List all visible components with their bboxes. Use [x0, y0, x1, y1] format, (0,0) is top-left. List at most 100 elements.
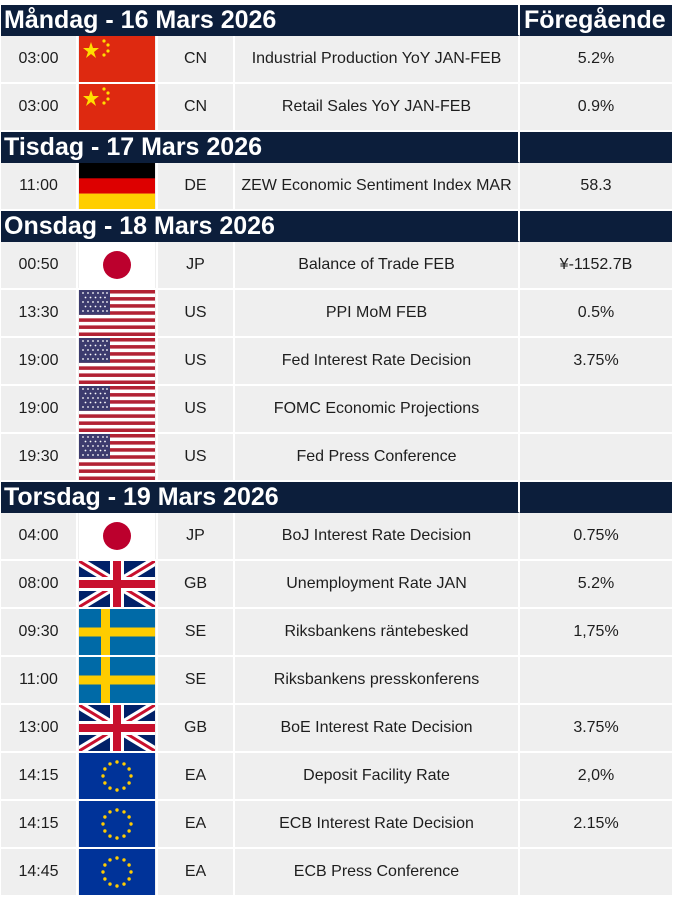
flag — [79, 434, 155, 480]
country: CN — [158, 84, 235, 132]
time: 09:30 — [1, 609, 78, 657]
flag — [79, 609, 155, 655]
flag-cell — [78, 36, 158, 84]
country: GB — [158, 705, 235, 753]
previous — [520, 849, 672, 897]
country: SE — [158, 609, 235, 657]
event: ECB Press Conference — [235, 849, 520, 897]
event: BoE Interest Rate Decision — [235, 705, 520, 753]
event-row: 04:00 JP BoJ Interest Rate Decision 0.75% — [1, 513, 672, 561]
flag-cell — [78, 84, 158, 132]
flag-cell — [78, 657, 158, 705]
flag-cell — [78, 163, 158, 211]
flag — [79, 386, 155, 432]
time: 08:00 — [1, 561, 78, 609]
event-row: 14:15 EA ECB Interest Rate Decision 2.15% — [1, 801, 672, 849]
time: 19:30 — [1, 434, 78, 482]
event: Fed Interest Rate Decision — [235, 338, 520, 386]
previous: 5.2% — [520, 561, 672, 609]
time: 14:15 — [1, 753, 78, 801]
flag — [79, 242, 155, 288]
event: BoJ Interest Rate Decision — [235, 513, 520, 561]
flag — [79, 561, 155, 607]
previous: 2.15% — [520, 801, 672, 849]
country: EA — [158, 753, 235, 801]
event-row: 13:00 GB BoE Interest Rate Decision 3.75% — [1, 705, 672, 753]
previous — [520, 434, 672, 482]
event-row: 11:00 SE Riksbankens presskonferens — [1, 657, 672, 705]
event-row: 08:00 GB Unemployment Rate JAN 5.2% — [1, 561, 672, 609]
column-header — [520, 211, 672, 242]
flag — [79, 290, 155, 336]
time: 03:00 — [1, 84, 78, 132]
country: US — [158, 338, 235, 386]
flag-cell — [78, 705, 158, 753]
country: US — [158, 434, 235, 482]
country: GB — [158, 561, 235, 609]
day-title: Tisdag - 17 Mars 2026 — [1, 132, 520, 163]
event: Industrial Production YoY JAN-FEB — [235, 36, 520, 84]
time: 19:00 — [1, 386, 78, 434]
event-row: 14:15 EA Deposit Facility Rate 2,0% — [1, 753, 672, 801]
event: Retail Sales YoY JAN-FEB — [235, 84, 520, 132]
event-row: 09:30 SE Riksbankens räntebesked 1,75% — [1, 609, 672, 657]
flag — [79, 705, 155, 751]
event: Unemployment Rate JAN — [235, 561, 520, 609]
flag — [79, 513, 155, 559]
flag-cell — [78, 513, 158, 561]
event-row: 14:45 EA ECB Press Conference — [1, 849, 672, 897]
country: SE — [158, 657, 235, 705]
event-row: 19:30 US Fed Press Conference — [1, 434, 672, 482]
event: ZEW Economic Sentiment Index MAR — [235, 163, 520, 211]
previous: 1,75% — [520, 609, 672, 657]
country: JP — [158, 242, 235, 290]
event: Riksbankens presskonferens — [235, 657, 520, 705]
event-row: 11:00 DE ZEW Economic Sentiment Index MAR 5… — [1, 163, 672, 211]
event: ECB Interest Rate Decision — [235, 801, 520, 849]
time: 00:50 — [1, 242, 78, 290]
previous: 3.75% — [520, 338, 672, 386]
country: EA — [158, 849, 235, 897]
day-title: Onsdag - 18 Mars 2026 — [1, 211, 520, 242]
event: FOMC Economic Projections — [235, 386, 520, 434]
event: PPI MoM FEB — [235, 290, 520, 338]
event-row: 03:00 CN Retail Sales YoY JAN-FEB 0.9% — [1, 84, 672, 132]
day-title: Måndag - 16 Mars 2026 — [1, 5, 520, 36]
flag — [79, 338, 155, 384]
day-header: Måndag - 16 Mars 2026 Föregående — [1, 5, 672, 36]
previous: 58.3 — [520, 163, 672, 211]
day-header: Tisdag - 17 Mars 2026 — [1, 132, 672, 163]
event: Fed Press Conference — [235, 434, 520, 482]
previous: 5.2% — [520, 36, 672, 84]
previous: 0.9% — [520, 84, 672, 132]
previous — [520, 386, 672, 434]
previous: ¥-1152.7B — [520, 242, 672, 290]
flag-cell — [78, 386, 158, 434]
flag-cell — [78, 242, 158, 290]
country: DE — [158, 163, 235, 211]
event-row: 19:00 US FOMC Economic Projections — [1, 386, 672, 434]
time: 14:45 — [1, 849, 78, 897]
flag — [79, 84, 155, 130]
time: 03:00 — [1, 36, 78, 84]
country: US — [158, 386, 235, 434]
previous: 2,0% — [520, 753, 672, 801]
flag-cell — [78, 290, 158, 338]
flag-cell — [78, 849, 158, 897]
event-row: 00:50 JP Balance of Trade FEB ¥-1152.7B — [1, 242, 672, 290]
previous — [520, 657, 672, 705]
column-header — [520, 132, 672, 163]
day-header: Onsdag - 18 Mars 2026 — [1, 211, 672, 242]
time: 11:00 — [1, 657, 78, 705]
time: 19:00 — [1, 338, 78, 386]
time: 14:15 — [1, 801, 78, 849]
flag — [79, 849, 155, 895]
day-header: Torsdag - 19 Mars 2026 — [1, 482, 672, 513]
flag-cell — [78, 801, 158, 849]
event-row: 19:00 US Fed Interest Rate Decision 3.75% — [1, 338, 672, 386]
time: 11:00 — [1, 163, 78, 211]
event-row: 03:00 CN Industrial Production YoY JAN-FEB… — [1, 36, 672, 84]
flag-cell — [78, 609, 158, 657]
day-title: Torsdag - 19 Mars 2026 — [1, 482, 520, 513]
